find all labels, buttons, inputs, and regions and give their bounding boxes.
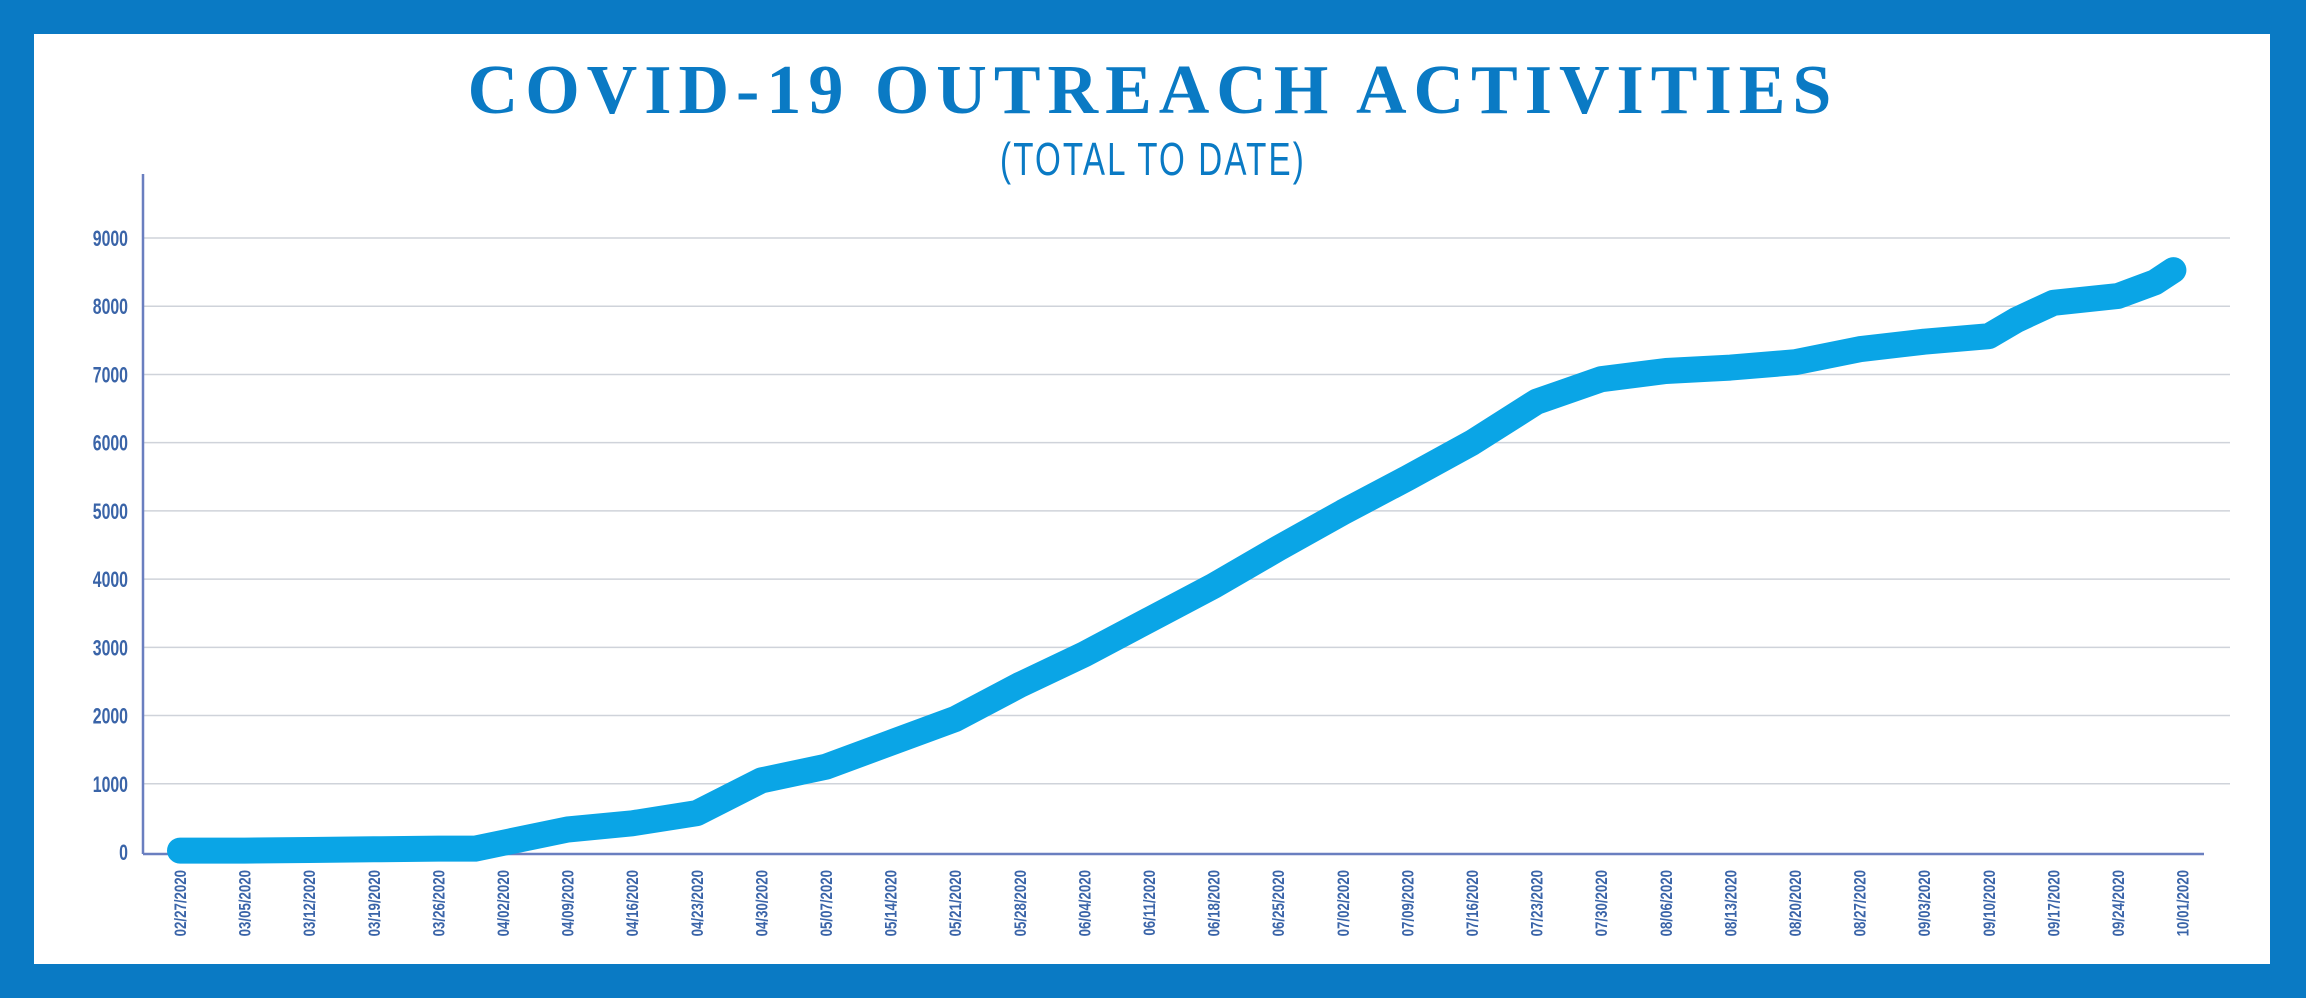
y-tick-label: 6000	[93, 432, 128, 456]
x-tick-label: 05/07/2020	[818, 870, 837, 936]
x-tick-label: 03/26/2020	[430, 870, 449, 936]
x-tick-label: 09/17/2020	[2045, 870, 2064, 936]
x-tick-label: 07/23/2020	[1528, 870, 1547, 936]
y-tick-label: 2000	[93, 705, 128, 729]
x-tick-label: 04/16/2020	[624, 870, 643, 936]
x-tick-label: 05/28/2020	[1011, 870, 1030, 936]
chart-title: COVID-19 OUTREACH ACTIVITIES	[467, 52, 1839, 129]
x-tick-label: 03/19/2020	[365, 870, 384, 936]
x-tick-label: 08/20/2020	[1787, 870, 1806, 936]
y-tick-label: 3000	[93, 637, 128, 661]
y-tick-label: 0	[119, 842, 128, 866]
x-tick-label: 07/30/2020	[1593, 870, 1612, 936]
chart-frame	[34, 34, 2270, 964]
x-tick-label: 06/18/2020	[1205, 870, 1224, 936]
x-tick-label: 02/27/2020	[172, 870, 191, 936]
y-tick-label: 5000	[93, 501, 128, 525]
x-tick-label: 06/04/2020	[1076, 870, 1095, 936]
x-tick-label: 03/12/2020	[301, 870, 320, 936]
series	[167, 257, 2187, 864]
x-tick-label: 08/06/2020	[1657, 870, 1676, 936]
chart-subtitle: (TOTAL TO DATE)	[1000, 133, 1306, 185]
x-tick-label: 07/09/2020	[1399, 870, 1418, 936]
x-tick-label: 08/13/2020	[1722, 870, 1741, 936]
x-tick-label: 07/16/2020	[1464, 870, 1483, 936]
y-tick-label: 1000	[93, 773, 128, 797]
axes	[141, 174, 2204, 856]
y-tick-label: 7000	[93, 364, 128, 388]
x-tick-labels: 02/27/2020 03/05/2020 03/12/2020 03/19/2020…	[172, 870, 2194, 936]
x-tick-label: 09/10/2020	[1980, 870, 1999, 936]
y-tick-label: 4000	[93, 569, 128, 593]
x-tick-label: 09/03/2020	[1916, 870, 1935, 936]
gridlines	[143, 237, 2230, 785]
x-tick-label: 06/25/2020	[1270, 870, 1289, 936]
series-line	[167, 257, 2187, 864]
y-tick-label: 8000	[93, 296, 128, 320]
x-tick-label: 10/01/2020	[2174, 870, 2193, 936]
x-tick-label: 04/02/2020	[495, 870, 514, 936]
x-tick-label: 04/23/2020	[688, 870, 707, 936]
x-tick-label: 04/30/2020	[753, 870, 772, 936]
x-tick-label: 05/14/2020	[882, 870, 901, 936]
x-tick-label: 04/09/2020	[559, 870, 578, 936]
x-tick-label: 09/24/2020	[2110, 870, 2129, 936]
x-tick-label: 06/11/2020	[1141, 870, 1160, 936]
x-tick-label: 05/21/2020	[947, 870, 966, 936]
x-tick-label: 08/27/2020	[1851, 870, 1870, 936]
y-tick-labels: 0 1000 2000 3000 4000 5000 6000 7000 8000 9000	[93, 228, 128, 866]
y-tick-label: 9000	[93, 228, 128, 252]
x-tick-label: 07/02/2020	[1334, 870, 1353, 936]
x-tick-label: 03/05/2020	[236, 870, 255, 936]
